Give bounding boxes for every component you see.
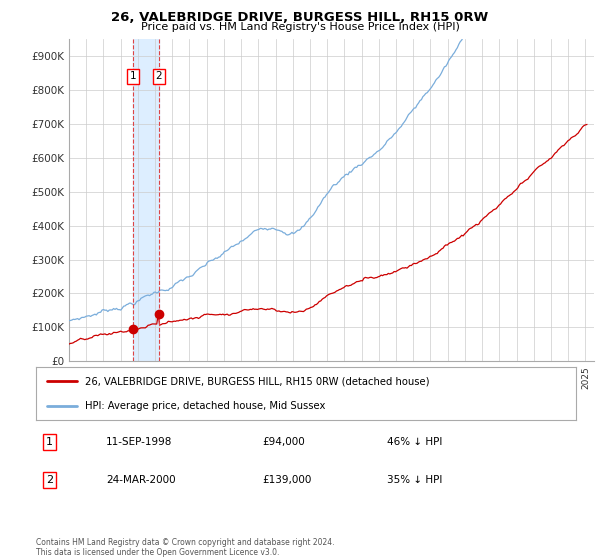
Text: 35% ↓ HPI: 35% ↓ HPI [387, 475, 442, 485]
Bar [133, 39, 159, 361]
Text: 2: 2 [155, 72, 162, 82]
Text: Contains HM Land Registry data © Crown copyright and database right 2024.
This d: Contains HM Land Registry data © Crown c… [36, 538, 335, 557]
Text: 11-SEP-1998: 11-SEP-1998 [106, 437, 173, 447]
Text: £94,000: £94,000 [263, 437, 305, 447]
Text: 26, VALEBRIDGE DRIVE, BURGESS HILL, RH15 0RW: 26, VALEBRIDGE DRIVE, BURGESS HILL, RH15… [112, 11, 488, 24]
Text: 24-MAR-2000: 24-MAR-2000 [106, 475, 176, 485]
Text: £139,000: £139,000 [263, 475, 312, 485]
Text: 2: 2 [46, 475, 53, 485]
Text: HPI: Average price, detached house, Mid Sussex: HPI: Average price, detached house, Mid … [85, 400, 325, 410]
Text: 26, VALEBRIDGE DRIVE, BURGESS HILL, RH15 0RW (detached house): 26, VALEBRIDGE DRIVE, BURGESS HILL, RH15… [85, 376, 429, 386]
Text: 1: 1 [46, 437, 53, 447]
Text: 46% ↓ HPI: 46% ↓ HPI [387, 437, 442, 447]
Text: Price paid vs. HM Land Registry's House Price Index (HPI): Price paid vs. HM Land Registry's House … [140, 22, 460, 32]
Text: 1: 1 [130, 72, 136, 82]
